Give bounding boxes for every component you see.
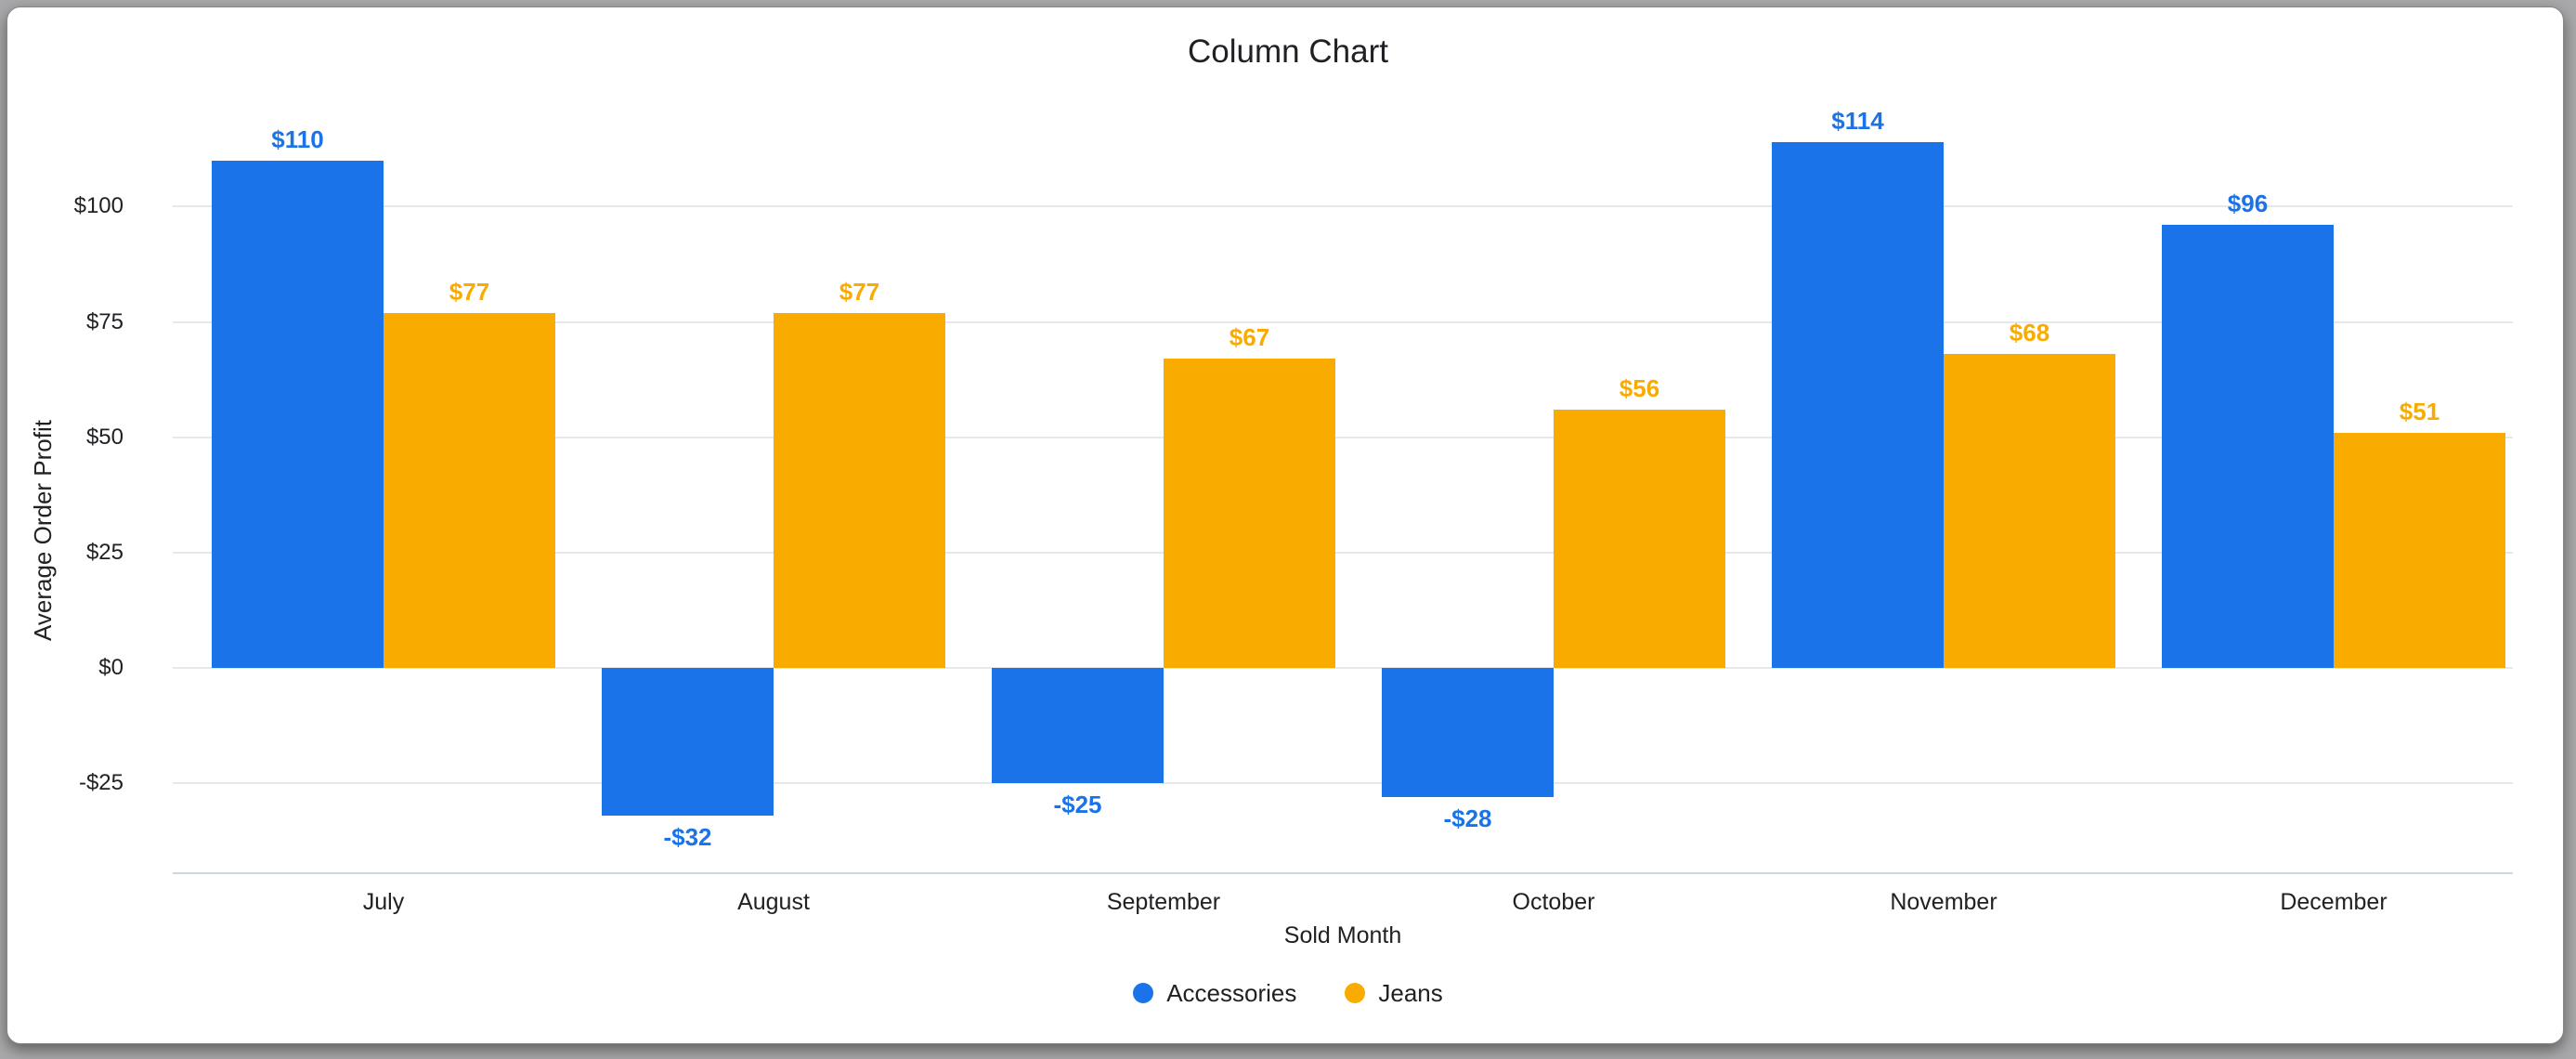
gridline bbox=[173, 782, 2513, 785]
bar-accessories-november[interactable] bbox=[1772, 141, 1944, 668]
bar-value-label: $114 bbox=[1831, 106, 1884, 135]
legend-item-label: Accessories bbox=[1166, 978, 1297, 1007]
bar-jeans-october[interactable] bbox=[1554, 409, 1725, 668]
y-tick-label: -$25 bbox=[78, 770, 124, 796]
bar-jeans-august[interactable] bbox=[774, 312, 945, 668]
gridline bbox=[173, 205, 2513, 208]
legend-swatch-icon bbox=[1345, 983, 1366, 1003]
legend-item-accessories[interactable]: Accessories bbox=[1133, 979, 1296, 1008]
legend-item-jeans[interactable]: Jeans bbox=[1345, 978, 1443, 1008]
bar-value-label: $67 bbox=[1229, 323, 1270, 352]
bar-value-label: -$32 bbox=[663, 822, 712, 851]
x-category-label-october: October bbox=[1512, 889, 1595, 915]
y-tick-label: $25 bbox=[85, 539, 124, 565]
bar-value-label: $51 bbox=[2399, 397, 2440, 425]
bar-value-label: $96 bbox=[2227, 190, 2269, 218]
bar-value-label: -$25 bbox=[1053, 791, 1102, 819]
bar-jeans-december[interactable] bbox=[2334, 432, 2505, 668]
bar-accessories-september[interactable] bbox=[992, 668, 1164, 784]
legend: Accessories Jeans bbox=[0, 974, 2576, 1013]
legend-item-label: Jeans bbox=[1378, 978, 1443, 1007]
bar-value-label: $77 bbox=[839, 277, 880, 306]
bar-jeans-july[interactable] bbox=[384, 312, 555, 668]
bar-accessories-july[interactable] bbox=[212, 160, 384, 668]
bar-jeans-september[interactable] bbox=[1164, 359, 1335, 668]
bar-accessories-august[interactable] bbox=[602, 668, 774, 816]
bar-value-label: -$28 bbox=[1443, 804, 1492, 833]
x-axis-baseline bbox=[173, 872, 2513, 874]
gridline bbox=[173, 436, 2513, 438]
y-tick-label: $0 bbox=[98, 655, 124, 680]
bar-value-label: $68 bbox=[2009, 319, 2050, 347]
y-tick-label: $75 bbox=[85, 308, 124, 334]
bar-value-label: $56 bbox=[1619, 373, 1660, 402]
x-category-label-august: August bbox=[737, 889, 810, 915]
gridline bbox=[173, 320, 2513, 323]
gridline bbox=[173, 551, 2513, 554]
x-axis-title: Sold Month bbox=[1283, 922, 1402, 948]
gridline bbox=[173, 667, 2513, 669]
x-category-label-november: November bbox=[1890, 889, 1997, 915]
x-category-label-september: September bbox=[1106, 889, 1221, 915]
y-tick-label: $50 bbox=[85, 424, 124, 450]
legend-swatch-icon bbox=[1133, 983, 1154, 1003]
chart-title: Column Chart bbox=[1188, 33, 1388, 70]
y-tick-label: $100 bbox=[73, 193, 124, 219]
bar-value-label: $110 bbox=[271, 124, 324, 153]
bar-accessories-october[interactable] bbox=[1382, 668, 1554, 798]
x-category-label-december: December bbox=[2280, 889, 2387, 915]
bar-accessories-december[interactable] bbox=[2162, 225, 2334, 668]
y-axis-title: Average Order Profit bbox=[29, 420, 57, 641]
bar-jeans-november[interactable] bbox=[1944, 354, 2115, 668]
x-category-label-july: July bbox=[362, 889, 405, 915]
bar-value-label: $77 bbox=[449, 277, 490, 306]
